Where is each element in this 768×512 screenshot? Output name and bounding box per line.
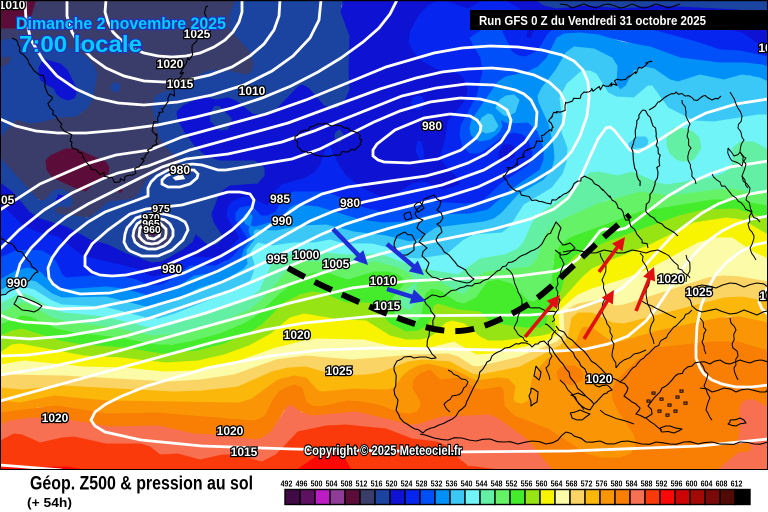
svg-text:1020: 1020 [284, 328, 311, 342]
svg-text:965: 965 [142, 218, 160, 230]
svg-text:596: 596 [671, 480, 683, 489]
svg-text:1020: 1020 [217, 424, 244, 438]
svg-text:568: 568 [566, 480, 578, 489]
svg-text:1020: 1020 [658, 272, 685, 286]
svg-text:Run GFS 0 Z du Vendredi 31 oct: Run GFS 0 Z du Vendredi 31 octobre 2025 [479, 13, 706, 28]
svg-text:995: 995 [267, 252, 287, 266]
svg-text:1025: 1025 [184, 27, 211, 41]
svg-text:552: 552 [506, 480, 518, 489]
svg-text:528: 528 [416, 480, 428, 489]
svg-text:1020: 1020 [586, 372, 613, 386]
svg-text:512: 512 [356, 480, 368, 489]
svg-text:975: 975 [152, 203, 170, 215]
svg-text:1005: 1005 [0, 193, 15, 207]
svg-text:Géop. Z500 & pression au sol: Géop. Z500 & pression au sol [30, 473, 253, 495]
svg-text:990: 990 [7, 276, 27, 290]
svg-text:Dimanche 2 novembre 2025: Dimanche 2 novembre 2025 [16, 15, 226, 33]
svg-text:500: 500 [311, 480, 323, 489]
svg-text:990: 990 [272, 214, 292, 228]
svg-text:532: 532 [431, 480, 443, 489]
svg-text:564: 564 [551, 480, 563, 489]
svg-text:1015: 1015 [167, 77, 194, 91]
svg-text:1015: 1015 [231, 445, 258, 459]
svg-text:556: 556 [521, 480, 533, 489]
svg-text:Copyright © 2025 Meteociel.fr: Copyright © 2025 Meteociel.fr [304, 442, 462, 458]
svg-text:1010: 1010 [239, 84, 266, 98]
svg-text:1015: 1015 [374, 299, 401, 313]
svg-text:1020: 1020 [157, 57, 184, 71]
svg-text:960: 960 [143, 224, 161, 236]
svg-text:544: 544 [476, 480, 488, 489]
svg-text:536: 536 [446, 480, 458, 489]
svg-text:608: 608 [716, 480, 728, 489]
svg-text:560: 560 [536, 480, 548, 489]
svg-text:1000: 1000 [293, 248, 320, 262]
svg-text:10: 10 [759, 289, 768, 303]
svg-text:604: 604 [701, 480, 713, 489]
svg-text:516: 516 [371, 480, 383, 489]
svg-text:592: 592 [656, 480, 668, 489]
svg-text:1005: 1005 [323, 257, 350, 271]
svg-text:572: 572 [581, 480, 593, 489]
svg-text:980: 980 [170, 163, 190, 177]
svg-text:980: 980 [340, 196, 360, 210]
svg-text:588: 588 [641, 480, 653, 489]
svg-text:600: 600 [686, 480, 698, 489]
svg-text:10: 10 [758, 41, 768, 55]
svg-text:496: 496 [296, 480, 308, 489]
svg-text:1010: 1010 [370, 274, 397, 288]
svg-text:7:00 locale: 7:00 locale [19, 31, 142, 57]
svg-text:1010: 1010 [0, 0, 26, 12]
svg-text:520: 520 [386, 480, 398, 489]
svg-text:576: 576 [596, 480, 608, 489]
svg-text:508: 508 [341, 480, 353, 489]
svg-text:970: 970 [142, 212, 160, 224]
svg-text:1025: 1025 [326, 364, 353, 378]
svg-text:548: 548 [491, 480, 503, 489]
svg-text:1025: 1025 [686, 285, 713, 299]
svg-text:980: 980 [162, 262, 182, 276]
svg-text:612: 612 [731, 480, 743, 489]
svg-text:985: 985 [270, 192, 290, 206]
svg-text:492: 492 [281, 480, 293, 489]
svg-text:504: 504 [326, 480, 338, 489]
svg-text:584: 584 [626, 480, 638, 489]
svg-text:1020: 1020 [42, 411, 69, 425]
svg-text:540: 540 [461, 480, 473, 489]
svg-text:(+ 54h): (+ 54h) [27, 495, 72, 510]
svg-text:980: 980 [422, 119, 442, 133]
svg-text:524: 524 [401, 480, 413, 489]
svg-text:580: 580 [611, 480, 623, 489]
